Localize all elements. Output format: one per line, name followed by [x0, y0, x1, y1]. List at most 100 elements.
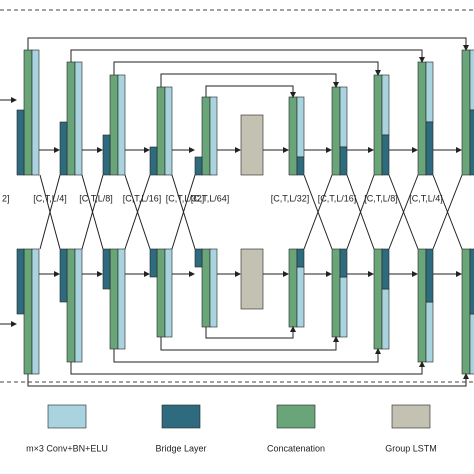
cross [388, 174, 419, 250]
block [469, 313, 474, 375]
block [149, 248, 158, 278]
size-label: [C,T,L/16] [123, 193, 162, 203]
block [339, 248, 348, 278]
cross [346, 174, 375, 250]
block [296, 248, 305, 268]
size-label: [C,T,L/8] [364, 193, 398, 203]
skip-connection [205, 85, 296, 98]
block [339, 86, 348, 148]
block [31, 248, 40, 375]
block [469, 248, 474, 315]
block [425, 301, 434, 363]
block [461, 49, 471, 176]
block [16, 248, 25, 315]
block [339, 146, 348, 176]
block [469, 49, 474, 111]
block [102, 134, 111, 176]
block [373, 248, 383, 350]
size-label: 2] [2, 193, 10, 203]
block [59, 121, 68, 176]
legend-swatch [391, 404, 431, 429]
cross [39, 174, 61, 250]
legend-swatch [276, 404, 316, 429]
skip-connection [160, 336, 339, 351]
legend-label: Bridge Layer [155, 443, 206, 453]
block [74, 248, 83, 363]
legend: m×3 Conv+BN+ELU Bridge Layer Concatenation… [26, 404, 437, 453]
skip-connection [113, 61, 381, 76]
block [381, 134, 390, 176]
block [425, 248, 434, 303]
block [339, 276, 348, 338]
block [66, 248, 76, 363]
legend-label: m×3 Conv+BN+ELU [26, 443, 108, 453]
legend-label: Group LSTM [385, 443, 437, 453]
block [381, 74, 390, 136]
block [209, 96, 218, 176]
cross [171, 174, 196, 250]
block [209, 248, 218, 328]
block [74, 61, 83, 176]
block [194, 156, 203, 176]
block [164, 86, 173, 176]
block [156, 86, 166, 176]
block [117, 74, 126, 176]
block [156, 248, 166, 338]
block [23, 248, 33, 375]
block [461, 248, 471, 375]
skip-connection [27, 373, 469, 387]
block [23, 49, 33, 176]
network [0, 37, 474, 387]
skip-connection [113, 348, 381, 363]
block [16, 109, 25, 176]
block [331, 248, 341, 338]
skip-connection [160, 73, 339, 88]
block [109, 248, 119, 350]
block [149, 146, 158, 176]
block [164, 248, 173, 338]
size-label: [C,T,L/16] [318, 193, 357, 203]
block [425, 61, 434, 123]
block [201, 248, 211, 328]
block [296, 96, 305, 158]
block [117, 248, 126, 350]
block [417, 248, 427, 363]
block [288, 96, 298, 176]
size-label: [C,T,L/32] [271, 193, 310, 203]
block [59, 248, 68, 303]
block [331, 86, 341, 176]
block [381, 288, 390, 350]
skip-connection [205, 326, 296, 339]
legend-label: Concatenation [267, 443, 325, 453]
size-label: [C,T,L/64] [191, 193, 230, 203]
block [31, 49, 40, 176]
size-label: [C,T,L/4] [409, 193, 443, 203]
size-label: [C,T,L/4] [33, 193, 67, 203]
block [66, 61, 76, 176]
block [425, 121, 434, 176]
cross [303, 174, 333, 250]
block [417, 61, 427, 176]
cross [124, 174, 151, 250]
block [469, 109, 474, 176]
labels: 2] [C,T,L/4] [C,T,L/8] [C,T,L/16] [C,T,L/32]… [2, 193, 443, 203]
cross [432, 174, 463, 250]
block [296, 266, 305, 328]
size-label: [C,T,L/32] [166, 193, 205, 203]
block [109, 74, 119, 176]
cross [81, 174, 104, 250]
skip-connection [70, 361, 425, 375]
skip-connection [70, 49, 425, 63]
size-label: [C,T,L/8] [79, 193, 113, 203]
block [373, 74, 383, 176]
block [240, 248, 264, 310]
legend-swatch [161, 404, 201, 429]
block [201, 96, 211, 176]
block [296, 156, 305, 176]
legend-swatch [47, 404, 87, 429]
block [381, 248, 390, 290]
block [102, 248, 111, 290]
block [194, 248, 203, 268]
block [288, 248, 298, 328]
